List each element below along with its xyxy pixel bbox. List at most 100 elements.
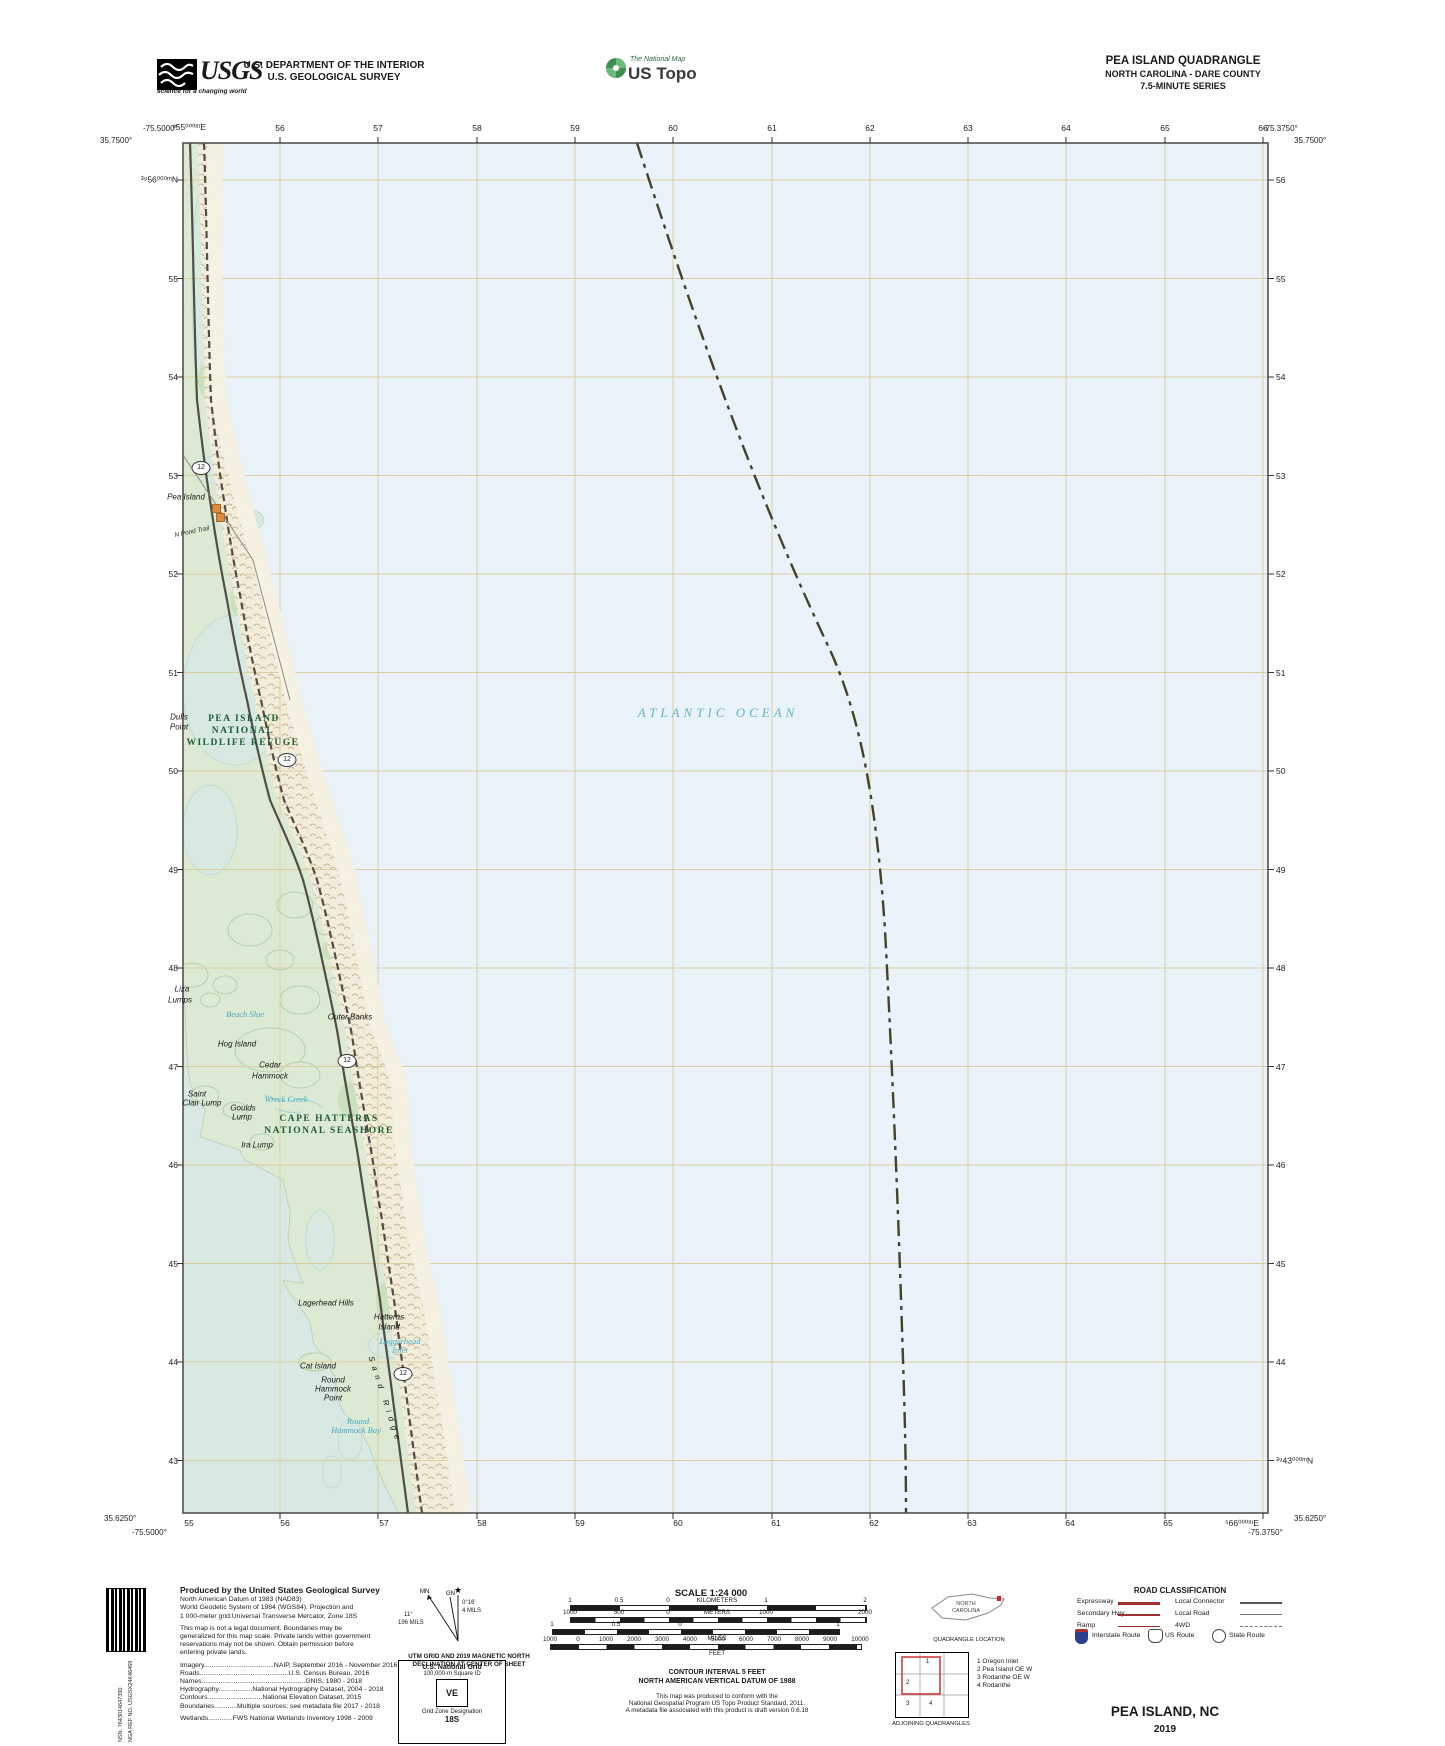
scale-tick-label: 7000: [766, 1636, 782, 1643]
northing-label-right: ³⁹43⁰⁰⁰ᵐN: [1276, 1455, 1314, 1465]
map-label-lumps: Lumps: [167, 995, 193, 1005]
quad-state: NORTH CAROLINA - DARE COUNTY: [1105, 69, 1261, 79]
gn-mils: 4 MILS: [462, 1608, 482, 1614]
scale-tick-label: 4000: [682, 1636, 698, 1643]
quad-name: PEA ISLAND QUADRANGLE: [1105, 55, 1261, 67]
svg-text:★: ★: [454, 1585, 462, 1595]
usgs-logo-icon: [157, 59, 197, 90]
map-label-saint: Saint: [187, 1089, 207, 1099]
us-topo-label: US Topo: [628, 64, 697, 83]
adjoining-quad-name: 3 Rodanthe OE W: [977, 1674, 1030, 1681]
mn-degrees: 11°: [404, 1612, 413, 1618]
vertical-datum: NORTH AMERICAN VERTICAL DATUM OF 1988: [638, 1678, 796, 1685]
easting-label-top: 57: [373, 123, 383, 133]
road-class-label-local-road: Local Road: [1175, 1610, 1210, 1617]
corner-coordinate: -75.5000°: [132, 1528, 167, 1537]
easting-label-bottom: 64: [1065, 1518, 1075, 1528]
northing-label-right: 46: [1276, 1160, 1286, 1170]
scale-tick-label: 0: [666, 1609, 670, 1616]
sh-int-icon: [1075, 1629, 1088, 1644]
pond-trail-line: [183, 454, 291, 701]
scale-tick-label: 500: [613, 1609, 625, 1616]
easting-label-bottom: 61: [771, 1518, 781, 1528]
scale-tick-label: 0: [666, 1597, 670, 1604]
credit-line: Hydrography..................National Hy…: [180, 1686, 384, 1694]
adjoining-quad-name: 4 Rodanthe: [977, 1682, 1011, 1689]
national-map-label: The National Map: [630, 56, 686, 63]
grid-ticks: [177, 137, 1274, 1519]
credit-line: entering private lands.: [180, 1649, 247, 1657]
credit-line: reservations may not be shown. Obtain pe…: [180, 1641, 354, 1649]
northing-label-right: 47: [1276, 1061, 1286, 1072]
easting-label-bottom: ⁵66⁰⁰⁰ᵐE: [1225, 1518, 1259, 1528]
map-label-lagerhead-hills: Lagerhead Hills: [298, 1298, 354, 1308]
creek-lines: [264, 1094, 324, 1113]
route-12-shield: 12: [191, 461, 211, 475]
easting-label-bottom: 55: [184, 1518, 194, 1528]
map-label-hog-island: Hog Island: [217, 1039, 257, 1049]
adjoining-quad-name: 1 Oregon Inlet: [977, 1658, 1019, 1665]
northing-label-right: 54: [1276, 372, 1286, 382]
current-quad-outline: [901, 1656, 941, 1695]
credits-title: Produced by the United States Geological…: [180, 1585, 380, 1595]
shield-label-interstate-route: Interstate Route: [1092, 1632, 1141, 1639]
usgs-tagline: science for a changing world: [157, 88, 247, 95]
easting-label-top: ⁴55⁰⁰⁰ᵐE: [172, 122, 206, 132]
adj-cell-1: 1: [926, 1659, 930, 1665]
northing-label-right: 48: [1276, 963, 1286, 973]
adj-cell-2: 2: [906, 1680, 910, 1686]
northing-label-right: 49: [1276, 864, 1286, 875]
declination-caption1: UTM GRID AND 2019 MAGNETIC NORTH: [408, 1653, 530, 1660]
map-label-hammock-bay: Hammock Bay: [331, 1425, 381, 1435]
territorial-limit-line: [635, 143, 908, 1513]
disclaimer-lines: This map is not a legal document. Bounda…: [180, 1625, 490, 1658]
map-label-clair-lump: Clair Lump: [182, 1098, 222, 1108]
national-map-pinwheel-icon: [606, 58, 626, 78]
road-class-sample-4wd: [1240, 1626, 1282, 1627]
easting-label-top: 58: [472, 123, 482, 133]
northing-label-right: 55: [1276, 273, 1286, 284]
scale-tick-label: 1: [764, 1597, 768, 1604]
corner-coordinate: 35.6250°: [1294, 1514, 1327, 1523]
easting-label-bottom: 58: [477, 1518, 487, 1528]
easting-label-top: 62: [865, 123, 875, 133]
state-locator-map: NORTH CAROLINA: [931, 1593, 1005, 1621]
easting-label-top: 65: [1160, 123, 1170, 133]
map-label-lump: Lump: [231, 1112, 253, 1122]
scale-tick-label: KILOMETERS: [696, 1597, 738, 1604]
scale-bar: [550, 1644, 862, 1650]
map-label-cape-hatteras: CAPE HATTERAS: [279, 1114, 379, 1124]
scale-tick-label: 2000: [857, 1609, 873, 1616]
scale-tick-label: 0.5: [614, 1597, 624, 1604]
scale-tick-label: 10000: [851, 1636, 869, 1643]
scale-tick-label: 0: [678, 1621, 682, 1628]
map-label-ira-lump: Ira Lump: [241, 1140, 273, 1150]
map-label-inlet: Inlet: [392, 1345, 408, 1355]
road-class-label-4wd: 4WD: [1175, 1622, 1191, 1629]
map-label-cedar: Cedar: [259, 1060, 281, 1070]
scale-tick-label: 8000: [794, 1636, 810, 1643]
credit-line: World Geodetic System of 1984 (WGS84). P…: [180, 1604, 354, 1612]
department-heading: U.S. DEPARTMENT OF THE INTERIOR U.S. GEO…: [244, 60, 425, 84]
map-label-dulls: Dulls: [170, 712, 188, 722]
adjoining-quads-diagram: 1 2 3 4: [895, 1652, 969, 1718]
gn-degrees: 0°16': [462, 1600, 476, 1606]
credit-line: Boundaries............Multiple sources; …: [180, 1702, 380, 1710]
sheet-name: PEA ISLAND, NC: [1110, 1704, 1220, 1719]
declination-caption2: DECLINATION AT CENTER OF SHEET: [412, 1661, 526, 1668]
road-class-label-local-connector: Local Connector: [1175, 1598, 1225, 1605]
route-12-shield: 12: [337, 1054, 357, 1068]
northing-label-right: 53: [1276, 470, 1286, 481]
scale-unit-label: FEET: [708, 1650, 726, 1657]
scale-tick-label: 1000: [598, 1636, 614, 1643]
credit-line: This map is not a legal document. Bounda…: [180, 1624, 343, 1632]
northing-label-right: 50: [1276, 766, 1286, 776]
easting-label-top: 64: [1061, 123, 1071, 133]
usng-box: U.S. National Grid 100,000-m Square ID V…: [398, 1660, 506, 1744]
dept-line1: U.S. DEPARTMENT OF THE INTERIOR: [243, 60, 425, 71]
easting-label-bottom: 63: [967, 1518, 977, 1528]
map-label-outer-banks: Outer Banks: [327, 1012, 373, 1022]
northing-label-right: 45: [1276, 1258, 1286, 1269]
map-label-national: NATIONAL: [211, 726, 275, 736]
map-label-round: Round: [346, 1416, 370, 1426]
